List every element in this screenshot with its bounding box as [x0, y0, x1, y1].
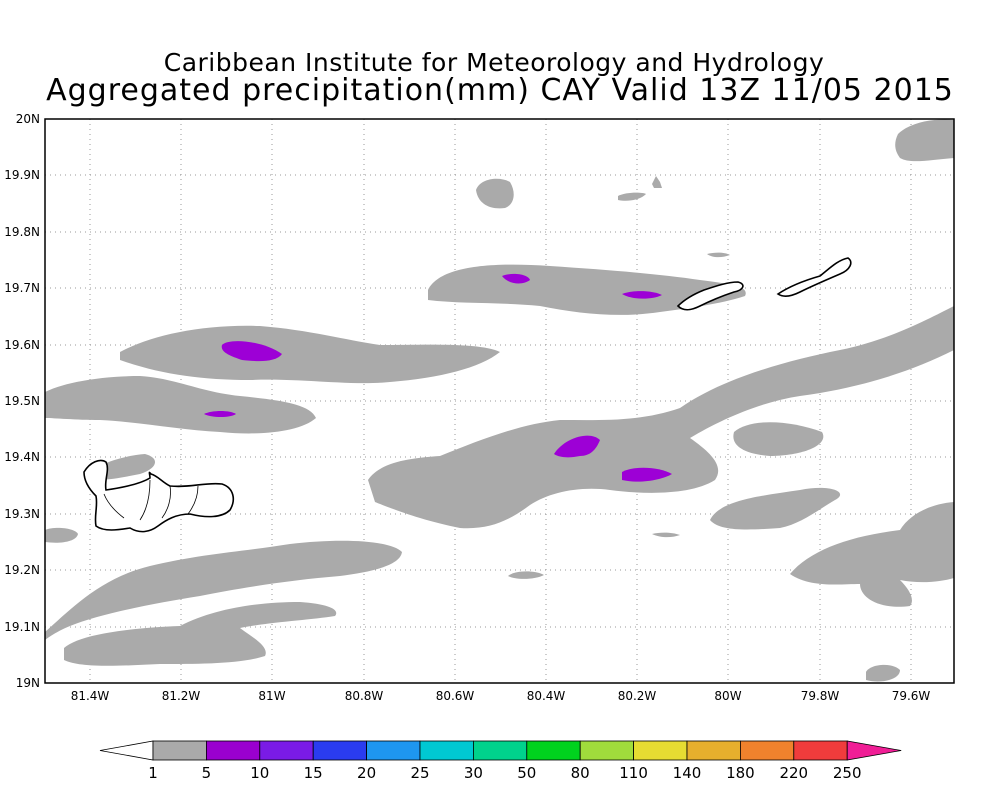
colorbar-label: 180 [726, 764, 755, 782]
lon-label: 80.2W [618, 689, 657, 703]
colorbar-segment [366, 740, 421, 761]
colorbar-label: 10 [250, 764, 269, 782]
colorbar-segment [526, 740, 581, 761]
lon-label: 80.6W [436, 689, 475, 703]
precip-light-areas [45, 119, 954, 682]
colorbar-segment [312, 740, 368, 761]
lat-label: 20N [16, 112, 40, 126]
lat-label: 19N [16, 676, 40, 690]
colorbar-label: 15 [304, 764, 323, 782]
district-boundaries [103, 479, 199, 521]
colorbar-segment [259, 740, 314, 761]
lon-label: 81.4W [71, 689, 110, 703]
colorbar-label: 80 [571, 764, 590, 782]
colorbar-segment [686, 740, 741, 761]
lat-label: 19.2N [4, 563, 40, 577]
colorbar: 1 5 10 15 20 25 30 50 80 110 140 180 220 250 [99, 740, 902, 782]
lon-label: 81.2W [162, 689, 201, 703]
lon-label: 80.4W [527, 689, 566, 703]
colorbar-segment [419, 740, 474, 761]
lat-label: 19.7N [4, 281, 40, 295]
colorbar-segment [740, 740, 795, 761]
colorbar-label: 5 [202, 764, 212, 782]
chart-title-line1: Caribbean Institute for Meteorology and … [163, 48, 825, 77]
lat-label: 19.8N [4, 225, 40, 239]
lat-label: 19.9N [4, 168, 40, 182]
lon-label: 79.8W [801, 689, 840, 703]
colorbar-segment [472, 740, 528, 761]
colorbar-label: 50 [517, 764, 536, 782]
lat-label: 19.3N [4, 507, 40, 521]
lat-label: 19.1N [4, 620, 40, 634]
lat-label: 19.5N [4, 394, 40, 408]
colorbar-label: 30 [464, 764, 483, 782]
precip-moderate-areas [204, 273, 672, 482]
colorbar-segment [152, 740, 207, 761]
colorbar-segment [205, 740, 261, 761]
lon-label: 81W [258, 689, 285, 703]
colorbar-segment [579, 740, 635, 761]
colorbar-high-cap [846, 740, 902, 761]
colorbar-segment [633, 740, 688, 761]
lat-labels: 20N 19.9N 19.8N 19.7N 19.6N 19.5N 19.4N … [4, 112, 40, 690]
chart-title-line2: Aggregated precipitation(mm) CAY Valid 1… [46, 73, 954, 108]
colorbar-low-cap [99, 740, 154, 761]
colorbar-label: 250 [833, 764, 862, 782]
colorbar-label: 220 [779, 764, 808, 782]
colorbar-segment [793, 740, 848, 761]
map-frame [44, 118, 955, 684]
lat-label: 19.6N [4, 338, 40, 352]
lon-label: 80W [714, 689, 741, 703]
colorbar-label: 140 [673, 764, 702, 782]
colorbar-label: 1 [148, 764, 158, 782]
lon-label: 80.8W [345, 689, 384, 703]
lat-label: 19.4N [4, 450, 40, 464]
colorbar-label: 20 [357, 764, 376, 782]
colorbar-label: 110 [619, 764, 648, 782]
colorbar-label: 25 [410, 764, 429, 782]
lon-label: 79.6W [892, 689, 931, 703]
coastlines [83, 257, 852, 533]
lon-labels: 81.4W 81.2W 81W 80.8W 80.6W 80.4W 80.2W … [71, 689, 931, 703]
